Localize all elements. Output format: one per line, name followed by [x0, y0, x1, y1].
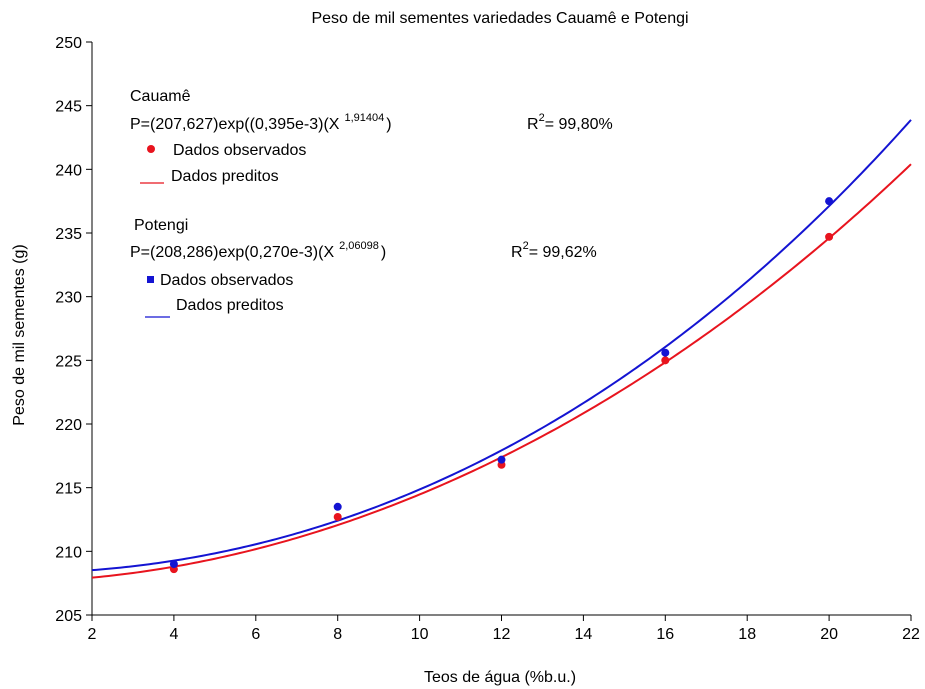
predicted-curve-potengi — [91, 119, 912, 572]
observed-point-potengi-8 — [333, 502, 342, 511]
x-tick-label-8: 8 — [333, 626, 342, 643]
legend-potengi-equation: P=(208,286)exp(0,270e-3)(X 2,06098) — [130, 240, 386, 261]
x-tick-label-4: 4 — [169, 626, 178, 643]
axis-ticks: 2 4 6 8 10 12 14 16 18 20 22 205 210 215 220 225 230 235 2… — [55, 35, 920, 643]
observed-point-cauam--20 — [825, 232, 834, 241]
observed-point-potengi-20 — [825, 197, 834, 206]
x-tick-label-2: 2 — [88, 626, 97, 643]
legend-potengi: Potengi P=(208,286)exp(0,270e-3)(X 2,0609… — [130, 217, 597, 318]
x-tick-label-20: 20 — [820, 626, 838, 643]
y-tick-label-210: 210 — [55, 544, 82, 561]
observed-point-potengi-16 — [661, 348, 670, 357]
x-tick-label-14: 14 — [575, 626, 593, 643]
y-tick-label-250: 250 — [55, 35, 82, 52]
predicted-curves — [91, 119, 912, 579]
legend-cauame-predicted-label: Dados preditos — [171, 168, 279, 185]
y-axis-label: Peso de mil sementes (g) — [11, 244, 28, 425]
legend-cauame-equation: P=(207,627)exp((0,395e-3)(X 1,91404) — [130, 112, 392, 133]
legend-cauame: Cauamê P=(207,627)exp((0,395e-3)(X 1,9140… — [130, 88, 613, 185]
legend-potengi-observed-marker — [147, 276, 154, 283]
observed-point-cauam--16 — [661, 356, 670, 365]
predicted-curve-cauam- — [91, 163, 912, 579]
y-tick-label-235: 235 — [55, 226, 82, 243]
y-tick-label-245: 245 — [55, 99, 82, 116]
x-tick-label-16: 16 — [656, 626, 674, 643]
y-tick-label-240: 240 — [55, 162, 82, 179]
x-tick-label-12: 12 — [493, 626, 511, 643]
observed-point-potengi-4 — [169, 560, 178, 569]
y-tick-label-215: 215 — [55, 481, 82, 498]
legend-cauame-r2: R2= 99,80% — [527, 112, 613, 133]
observed-points — [169, 197, 834, 574]
x-tick-label-18: 18 — [738, 626, 756, 643]
legend-cauame-observed-marker — [147, 145, 155, 153]
legend-potengi-observed-label: Dados observados — [160, 272, 293, 289]
x-axis-label: Teos de água (%b.u.) — [424, 669, 576, 686]
y-tick-label-205: 205 — [55, 608, 82, 625]
x-tick-label-6: 6 — [251, 626, 260, 643]
x-tick-label-10: 10 — [411, 626, 429, 643]
y-tick-label-220: 220 — [55, 417, 82, 434]
legend-potengi-r2: R2= 99,62% — [511, 240, 597, 261]
legend-potengi-predicted-label: Dados preditos — [176, 297, 284, 314]
legend-potengi-name: Potengi — [134, 217, 188, 234]
observed-point-potengi-12 — [497, 455, 506, 464]
y-tick-label-230: 230 — [55, 290, 82, 307]
chart-title: Peso de mil sementes variedades Cauamê e… — [311, 10, 688, 27]
legend-cauame-observed-label: Dados observados — [173, 142, 306, 159]
x-tick-label-22: 22 — [902, 626, 920, 643]
y-tick-label-225: 225 — [55, 353, 82, 370]
legend-cauame-name: Cauamê — [130, 88, 191, 105]
observed-point-cauam--8 — [333, 512, 342, 521]
